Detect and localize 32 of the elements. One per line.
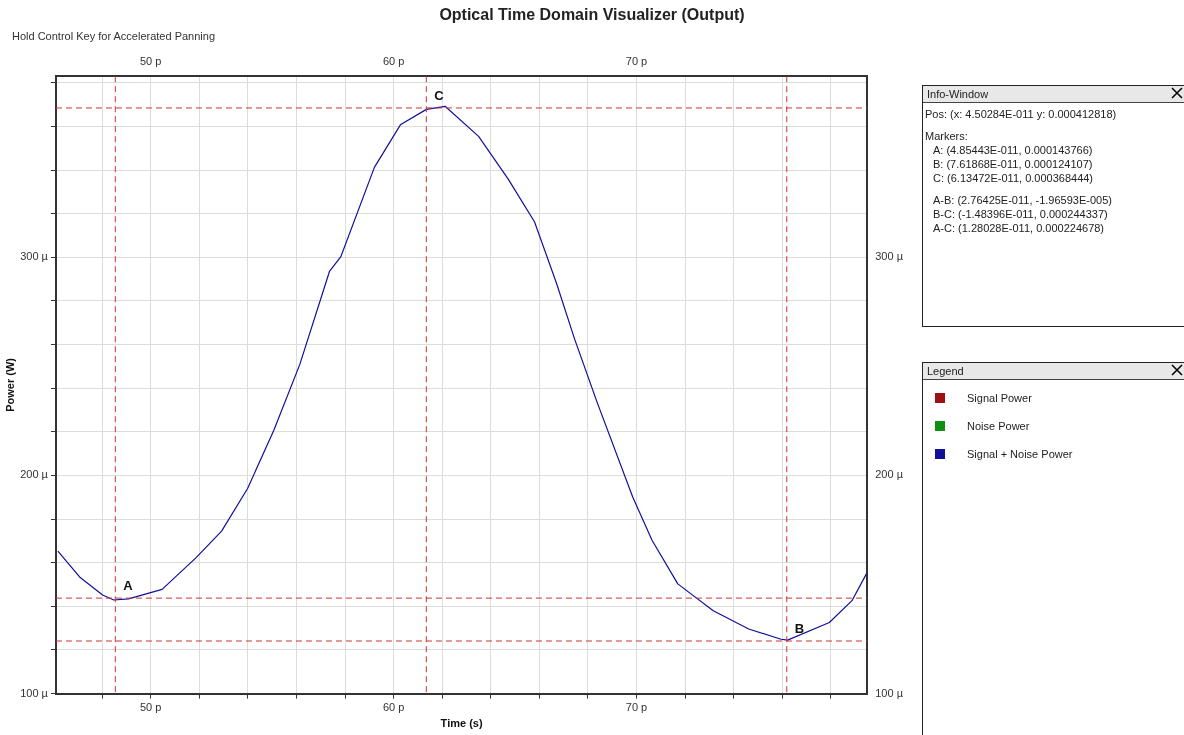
x-tick-label: 60 p <box>382 701 405 714</box>
legend-label: Signal + Noise Power <box>967 448 1073 460</box>
legend-title: Legend <box>927 365 964 377</box>
text: A-B: (2.76425E-011, -1.96593E-005) <box>932 193 1113 207</box>
chart-title: Optical Time Domain Visualizer (Output) <box>438 6 746 24</box>
y-axis-title: Power (W) <box>3 357 16 412</box>
y2-tick-label: 300 µ <box>875 250 904 263</box>
annotation: A <box>123 578 134 594</box>
text: Markers: <box>925 129 969 143</box>
text: C: (6.13472E-011, 0.000368444) <box>932 171 1095 185</box>
text: A-C: (1.28028E-011, 0.000224678) <box>932 221 1106 235</box>
text: B-C: (-1.48396E-011, 0.000244337) <box>932 207 1109 221</box>
x2-tick-label: 60 p <box>382 54 405 67</box>
x2-tick-label: 70 p <box>625 54 648 67</box>
text: Pos: (x: 4.50284E-011 y: 0.000412818) <box>925 107 1118 121</box>
text: B: (7.61868E-011, 0.000124107) <box>932 157 1094 171</box>
x-tick-label: 50 p <box>139 701 162 714</box>
y2-tick-label: 200 µ <box>875 468 904 481</box>
chart-subtitle: Hold Control Key for Accelerated Panning <box>12 30 216 42</box>
y-tick-label: 300 µ <box>20 250 49 263</box>
legend-label: Signal Power <box>967 392 1032 404</box>
x-tick-label: 70 p <box>625 701 648 714</box>
text: A: (4.85443E-011, 0.000143766) <box>932 143 1094 157</box>
legend-label: Noise Power <box>967 420 1030 432</box>
x2-tick-label: 50 p <box>139 54 162 67</box>
y-tick-label: 200 µ <box>20 468 49 481</box>
y2-tick-label: 100 µ <box>875 686 904 699</box>
annotation: B <box>794 621 805 637</box>
x-axis-title: Time (s) <box>440 717 483 730</box>
text: Info-Window <box>927 88 989 100</box>
y-tick-label: 100 µ <box>20 686 49 699</box>
annotation: C <box>434 88 445 104</box>
